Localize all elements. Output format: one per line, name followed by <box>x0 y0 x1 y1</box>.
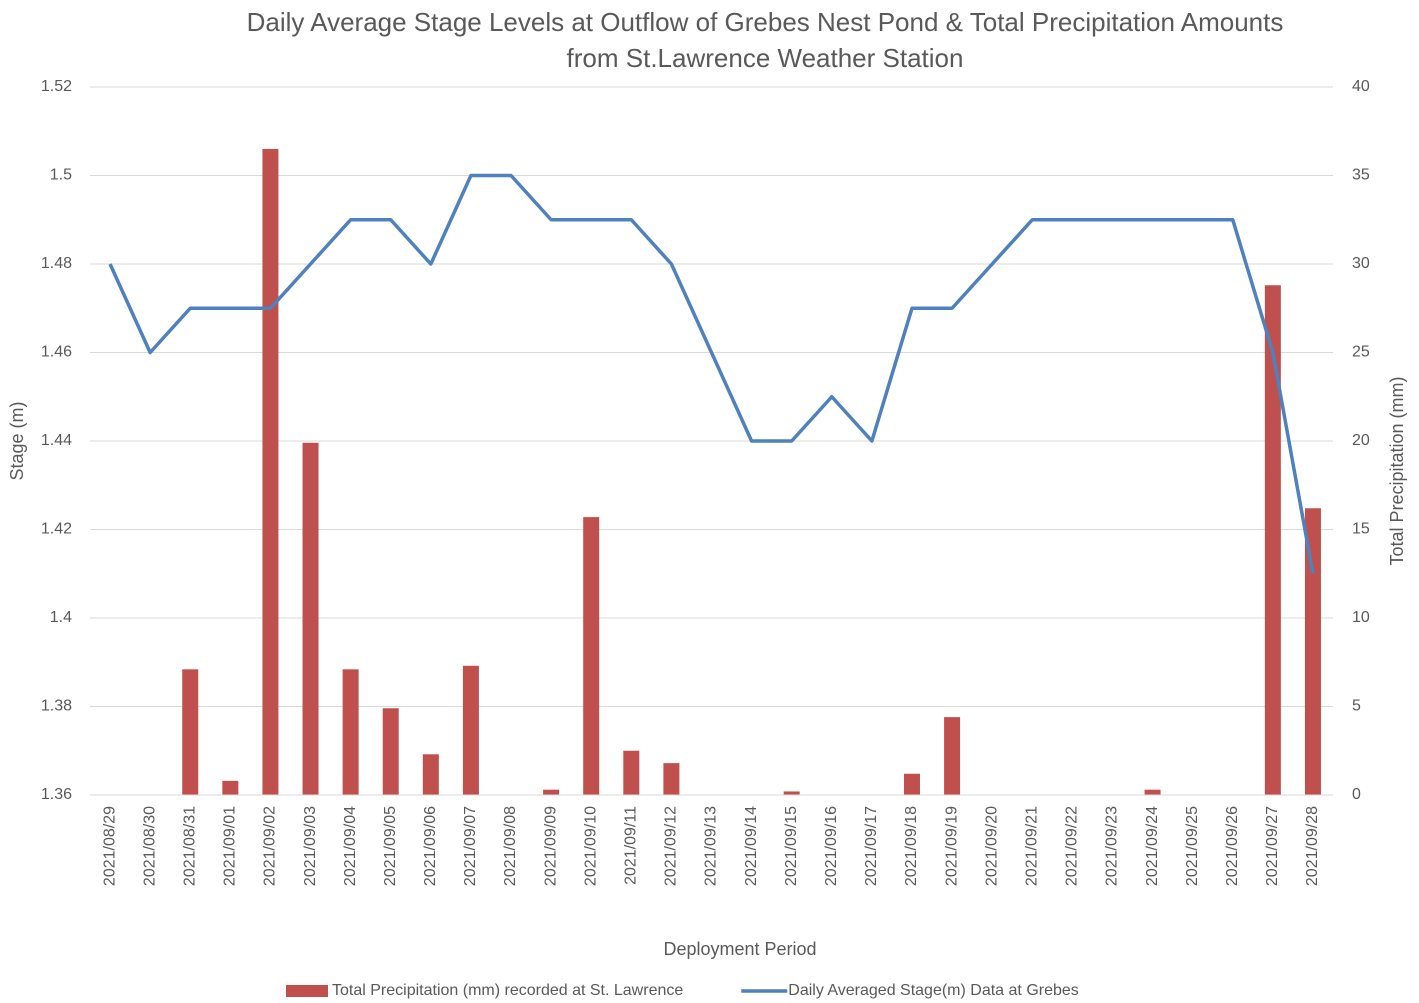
bar <box>903 773 920 795</box>
x-tick-label: 2021/09/19 <box>943 806 960 886</box>
x-tick-label: 2021/09/14 <box>743 806 760 886</box>
y-tick-label: 1.42 <box>41 521 72 538</box>
bar <box>262 148 279 795</box>
y-tick-label: 1.52 <box>41 78 72 95</box>
bar <box>583 517 600 795</box>
bar <box>663 763 680 795</box>
y2-tick-label: 0 <box>1352 786 1361 803</box>
bar <box>1144 789 1161 795</box>
x-tick-label: 2021/09/16 <box>823 806 840 886</box>
y2-tick-label: 40 <box>1352 78 1370 95</box>
bar <box>462 665 479 795</box>
x-axis-label: Deployment Period <box>663 939 816 959</box>
bar <box>1304 508 1321 795</box>
y2-tick-label: 5 <box>1352 698 1361 715</box>
bar <box>944 717 961 795</box>
y-tick-label: 1.38 <box>41 698 72 715</box>
x-tick-label: 2021/08/29 <box>101 806 118 886</box>
x-tick-label: 2021/09/24 <box>1144 806 1161 886</box>
y-tick-label: 1.48 <box>41 255 72 272</box>
legend-label: Total Precipitation (mm) recorded at St.… <box>332 982 683 999</box>
y-tick-label: 1.4 <box>50 609 72 626</box>
bar <box>342 669 359 795</box>
bar <box>222 780 239 795</box>
y2-tick-label: 35 <box>1352 167 1370 184</box>
y2-tick-label: 10 <box>1352 609 1370 626</box>
bar <box>783 791 800 795</box>
x-tick-label: 2021/09/10 <box>582 806 599 886</box>
x-tick-label: 2021/08/31 <box>181 806 198 886</box>
y-tick-label: 1.36 <box>41 786 72 803</box>
bar <box>302 442 319 795</box>
x-tick-label: 2021/09/01 <box>222 806 239 886</box>
x-tick-label: 2021/09/09 <box>542 806 559 886</box>
x-tick-label: 2021/09/17 <box>863 806 880 886</box>
x-tick-label: 2021/09/26 <box>1224 806 1241 886</box>
x-tick-label: 2021/09/21 <box>1023 806 1040 886</box>
y-tick-label: 1.46 <box>41 344 72 361</box>
x-tick-label: 2021/09/02 <box>262 806 279 886</box>
x-tick-label: 2021/09/23 <box>1104 806 1121 886</box>
y2-tick-label: 25 <box>1352 344 1370 361</box>
y2-tick-label: 15 <box>1352 521 1370 538</box>
y2-tick-label: 20 <box>1352 432 1370 449</box>
x-tick-label: 2021/09/03 <box>302 806 319 886</box>
x-tick-label: 2021/09/11 <box>623 806 640 885</box>
x-tick-label: 2021/09/27 <box>1264 806 1281 886</box>
bar <box>182 669 199 795</box>
x-tick-label: 2021/08/30 <box>141 806 158 886</box>
bar <box>543 789 560 795</box>
x-tick-label: 2021/09/06 <box>422 806 439 886</box>
x-tick-label: 2021/09/05 <box>382 806 399 886</box>
line <box>108 173 1315 575</box>
x-tick-label: 2021/09/08 <box>502 806 519 886</box>
y2-tick-label: 30 <box>1352 255 1370 272</box>
y-tick-label: 1.5 <box>50 167 72 184</box>
y-tick-label: 1.44 <box>41 432 72 449</box>
x-tick-label: 2021/09/18 <box>903 806 920 886</box>
x-tick-label: 2021/09/13 <box>703 806 720 886</box>
x-tick-label: 2021/09/15 <box>783 806 800 886</box>
x-tick-label: 2021/09/22 <box>1064 806 1081 886</box>
bar <box>623 750 640 795</box>
y2-axis-label: Total Precipitation (mm) <box>1387 376 1407 565</box>
bar <box>1264 285 1281 795</box>
bar <box>382 708 399 795</box>
y-axis-label: Stage (m) <box>7 401 27 480</box>
legend-swatch <box>286 985 328 997</box>
x-tick-label: 2021/09/20 <box>983 806 1000 886</box>
legend-label: Daily Averaged Stage(m) Data at Grebes <box>788 982 1079 999</box>
x-tick-label: 2021/09/28 <box>1304 806 1321 886</box>
x-tick-label: 2021/09/07 <box>462 806 479 886</box>
x-tick-label: 2021/09/12 <box>663 806 680 886</box>
x-tick-label: 2021/09/25 <box>1184 806 1201 886</box>
bar <box>422 754 439 795</box>
chart-title: from St.Lawrence Weather Station <box>567 43 964 73</box>
x-tick-label: 2021/09/04 <box>342 806 359 886</box>
chart-title: Daily Average Stage Levels at Outflow of… <box>247 7 1284 37</box>
